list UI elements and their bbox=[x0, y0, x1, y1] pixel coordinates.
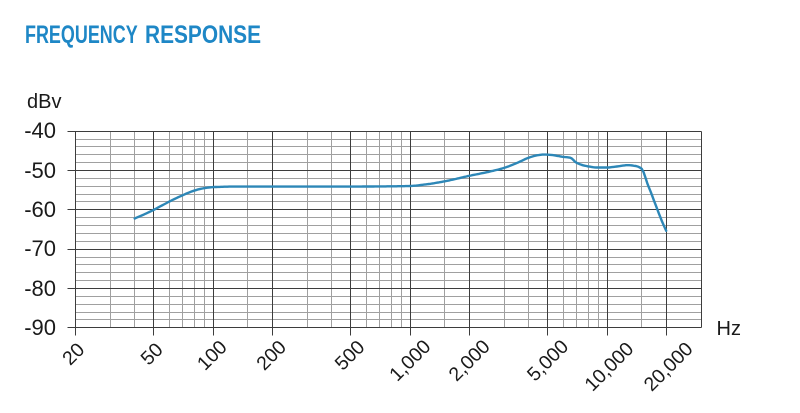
svg-text:5,000: 5,000 bbox=[523, 336, 573, 386]
svg-text:10,000: 10,000 bbox=[580, 338, 638, 396]
svg-text:500: 500 bbox=[331, 336, 370, 375]
svg-text:100: 100 bbox=[193, 336, 232, 375]
svg-text:20: 20 bbox=[58, 339, 89, 370]
svg-text:20,000: 20,000 bbox=[640, 338, 698, 396]
svg-text:2,000: 2,000 bbox=[445, 336, 495, 386]
svg-text:50: 50 bbox=[137, 339, 168, 370]
svg-text:1,000: 1,000 bbox=[385, 336, 435, 386]
svg-text:200: 200 bbox=[252, 336, 291, 375]
